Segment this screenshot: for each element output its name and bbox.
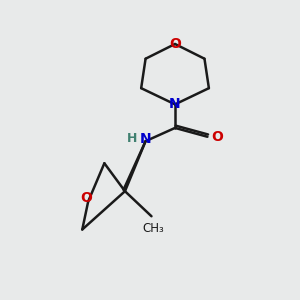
Text: O: O: [80, 191, 92, 205]
Text: O: O: [211, 130, 223, 144]
Text: N: N: [169, 98, 181, 111]
Text: N: N: [140, 132, 152, 146]
Text: CH₃: CH₃: [142, 221, 164, 235]
Text: O: O: [169, 37, 181, 51]
Text: H: H: [127, 132, 137, 145]
